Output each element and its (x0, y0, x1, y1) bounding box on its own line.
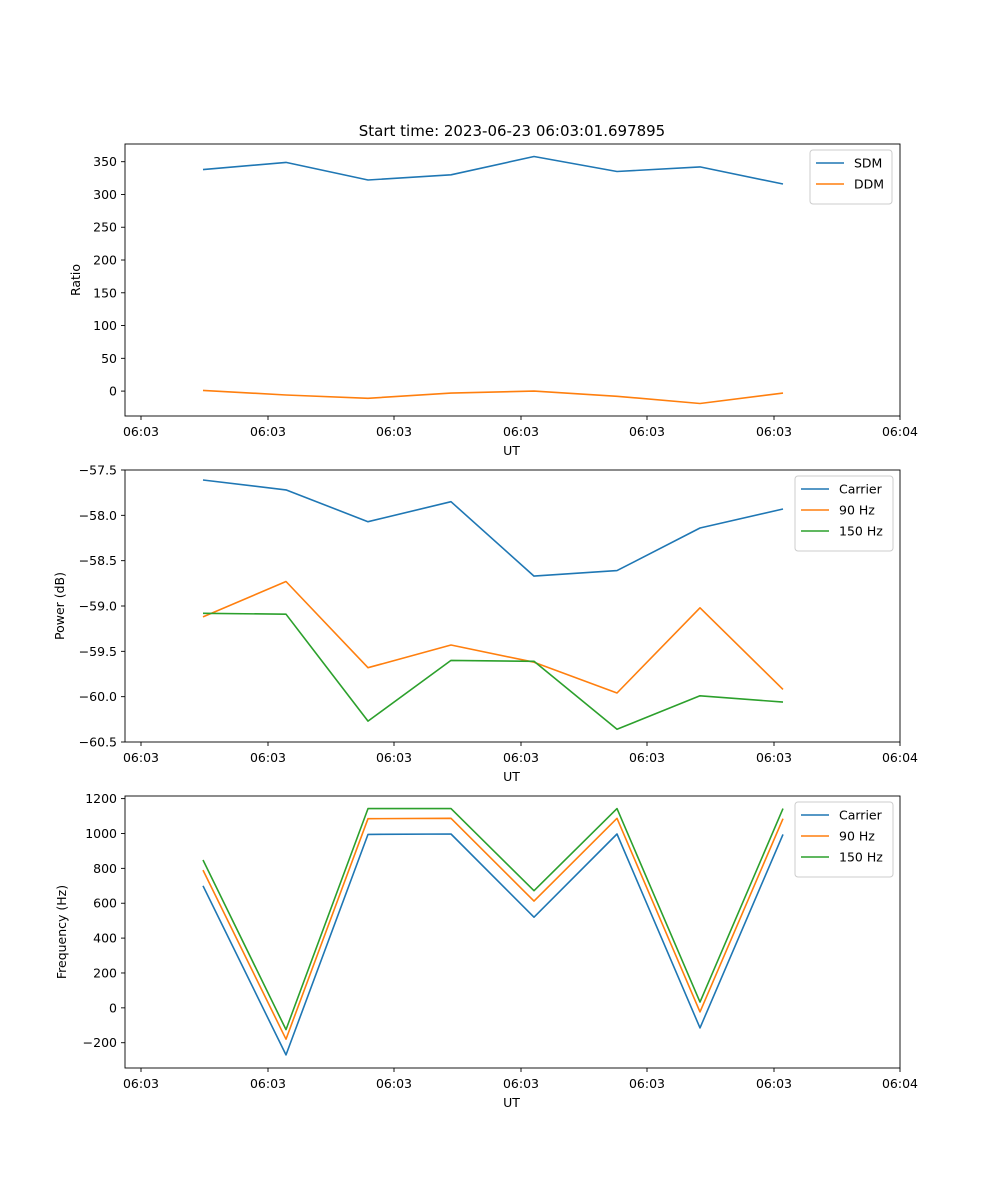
legend-label: 90 Hz (839, 829, 875, 844)
x-tick-label: 06:03 (376, 1076, 412, 1091)
y-tick-label: 250 (93, 220, 117, 235)
y-tick-label: 200 (93, 253, 117, 268)
y-tick-label: 0 (109, 1000, 117, 1015)
legend-box (794, 801, 894, 878)
y-tick-label: −59.5 (79, 644, 117, 659)
x-tick-label: 06:03 (123, 1076, 159, 1091)
y-tick-label: 1200 (85, 791, 117, 806)
x-tick-label: 06:03 (250, 750, 286, 765)
series-line-90-hz (202, 580, 784, 694)
legend: Carrier 90 Hz 150 Hz (794, 801, 894, 878)
y-axis-label: Power (dB) (52, 572, 67, 640)
x-tick-label: 06:03 (503, 750, 539, 765)
legend-label: DDM (854, 177, 884, 192)
y-tick-label: 50 (101, 351, 117, 366)
series-line-90-hz (202, 817, 784, 1040)
x-tick-label: 06:03 (250, 424, 286, 439)
x-tick-label: 06:04 (882, 424, 918, 439)
y-tick-label: 150 (93, 285, 117, 300)
legend: SDM DDM (809, 149, 893, 205)
x-tick-label: 06:03 (503, 1076, 539, 1091)
y-tick-label: 1000 (85, 826, 117, 841)
x-axis-label: UT (503, 1095, 520, 1110)
y-tick-label: −58.5 (79, 553, 117, 568)
x-tick-label: 06:03 (123, 750, 159, 765)
x-tick-label: 06:04 (882, 750, 918, 765)
x-tick-label: 06:04 (882, 1076, 918, 1091)
y-tick-label: −58.0 (79, 508, 117, 523)
x-tick-label: 06:03 (629, 1076, 665, 1091)
legend: Carrier 90 Hz 150 Hz (794, 475, 894, 552)
y-tick-label: −57.5 (79, 463, 117, 478)
series-line-150-hz (202, 807, 784, 1031)
y-tick-label: 100 (93, 318, 117, 333)
x-tick-label: 06:03 (629, 750, 665, 765)
y-tick-label: 600 (93, 896, 117, 911)
series-line-carrier (202, 833, 784, 1056)
legend-label: 150 Hz (839, 524, 883, 539)
y-tick-label: −59.0 (79, 599, 117, 614)
x-tick-label: 06:03 (756, 424, 792, 439)
x-tick-label: 06:03 (629, 424, 665, 439)
legend-label: Carrier (839, 482, 883, 497)
y-tick-label: 300 (93, 187, 117, 202)
y-tick-label: −60.5 (79, 735, 117, 750)
x-tick-label: 06:03 (123, 424, 159, 439)
plot-frame (124, 469, 901, 743)
legend-label: Carrier (839, 808, 883, 823)
y-tick-label: −200 (83, 1035, 117, 1050)
x-tick-label: 06:03 (376, 424, 412, 439)
plot-frame (124, 795, 901, 1069)
legend-label: 90 Hz (839, 503, 875, 518)
x-tick-label: 06:03 (756, 750, 792, 765)
x-axis-label: UT (503, 443, 520, 458)
y-tick-label: 400 (93, 931, 117, 946)
y-tick-label: 0 (109, 384, 117, 399)
series-line-sdm (202, 155, 784, 185)
x-tick-label: 06:03 (503, 424, 539, 439)
y-tick-label: 200 (93, 965, 117, 980)
series-line-ddm (202, 389, 784, 405)
chart-panel-3: 06:03 06:03 06:03 06:03 06:03 06:03 06:04 UT −20… (54, 791, 918, 1110)
series-line-carrier (202, 479, 784, 577)
chart-panel-2: 06:03 06:03 06:03 06:03 06:03 06:03 06:04 UT −60… (52, 463, 918, 785)
legend-label: SDM (854, 156, 882, 171)
x-tick-label: 06:03 (376, 750, 412, 765)
x-tick-label: 06:03 (756, 1076, 792, 1091)
plot-frame (124, 143, 901, 417)
chart-panel-1: 06:03 06:03 06:03 06:03 06:03 06:03 06:04 UT 0 50… (68, 143, 918, 458)
legend-box (794, 475, 894, 552)
y-tick-label: −60.0 (79, 689, 117, 704)
y-axis-label: Ratio (68, 264, 83, 296)
series-line-150-hz (202, 612, 784, 731)
chart-title: Start time: 2023-06-23 06:03:01.697895 (359, 122, 665, 140)
x-tick-label: 06:03 (250, 1076, 286, 1091)
y-axis-label: Frequency (Hz) (54, 885, 69, 979)
legend-label: 150 Hz (839, 850, 883, 865)
y-tick-label: 800 (93, 861, 117, 876)
y-tick-label: 350 (93, 154, 117, 169)
x-axis-label: UT (503, 769, 520, 784)
